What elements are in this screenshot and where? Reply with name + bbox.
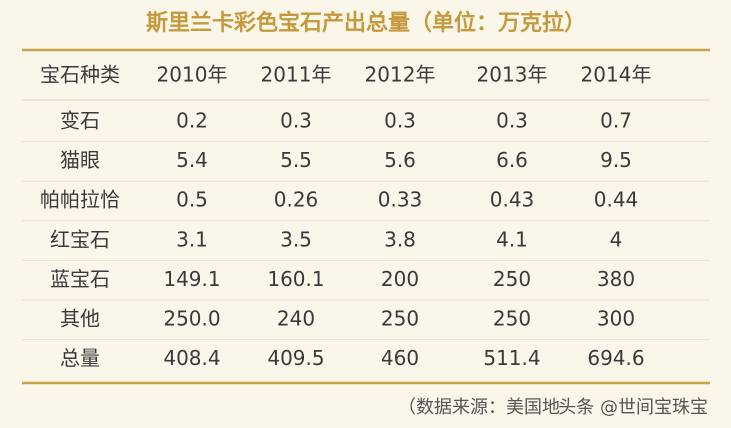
column-header: 2013年 [477,63,548,87]
row-label: 其他 [60,307,100,331]
source-note: （数据来源：美国地 [398,397,560,418]
title: 斯里兰卡彩色宝石产出总量（单位：万克拉） [146,10,586,36]
table-cell: 149.1 [163,267,220,291]
table-cell: 250 [493,307,531,331]
table-cell: 0.7 [600,109,632,133]
table-cell: 3.1 [176,227,208,251]
table-cell: 380 [597,267,635,291]
table-cell: 3.8 [384,227,416,251]
table-cell: 4.1 [496,227,528,251]
table-cell: 250.0 [163,307,220,331]
table-cell: 511.4 [483,346,540,370]
table-cell: 0.43 [490,188,535,212]
table-cell: 6.6 [496,148,528,172]
column-header: 2011年 [261,63,332,87]
table-cell: 0.44 [594,188,639,212]
row-label: 猫眼 [60,148,100,172]
table-cell: 5.4 [176,148,208,172]
watermark: 头条 @世间宝珠宝 [558,397,708,418]
table-cell: 250 [493,267,531,291]
table-cell: 300 [597,307,635,331]
table-cell: 250 [381,307,419,331]
row-label: 红宝石 [50,227,110,251]
table-cell: 460 [381,346,419,370]
table-cell: 5.5 [280,148,312,172]
row-label: 帕帕拉恰 [40,188,120,212]
column-header: 宝石种类 [40,63,120,87]
table-cell: 0.3 [280,109,312,133]
row-label: 变石 [60,109,100,133]
table-cell: 5.6 [384,148,416,172]
table-cell: 9.5 [600,148,632,172]
table-cell: 240 [277,307,315,331]
table-cell: 0.3 [496,109,528,133]
table-cell: 694.6 [587,346,644,370]
table-cell: 3.5 [280,227,312,251]
row-label: 总量 [60,346,100,370]
table-cell: 160.1 [267,267,324,291]
table-cell: 409.5 [267,346,324,370]
table-cell: 0.5 [176,188,208,212]
table-cell: 4 [610,227,623,251]
table-cell: 0.3 [384,109,416,133]
column-header: 2012年 [365,63,436,87]
table-cell: 0.26 [274,188,319,212]
table-cell: 408.4 [163,346,220,370]
table-cell: 0.2 [176,109,208,133]
table-cell: 0.33 [378,188,423,212]
table-cell: 200 [381,267,419,291]
column-header: 2010年 [157,63,228,87]
row-label: 蓝宝石 [50,267,110,291]
column-header: 2014年 [581,63,652,87]
